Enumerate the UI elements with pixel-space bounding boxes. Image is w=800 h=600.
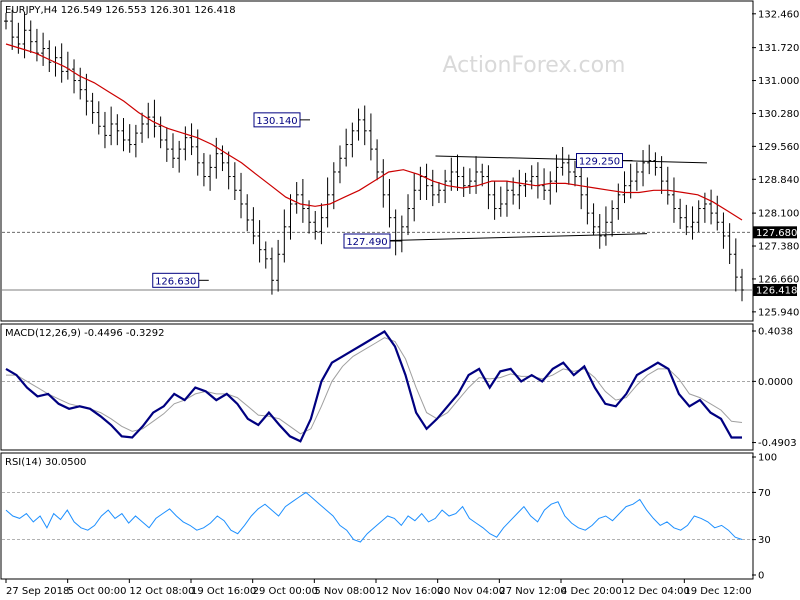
x-tick-label: 5 Oct 00:00: [68, 586, 127, 597]
rsi-panel: RSI(14) 30.0500 100 70 30 0: [0, 452, 777, 582]
x-tick-label: 12 Nov 16:00: [376, 586, 443, 597]
price-title: EURJPY,H4 126.549 126.553 126.301 126.41…: [5, 5, 236, 16]
rsi-y-tick-label: 30: [758, 535, 771, 546]
price-annotation: 127.490: [343, 233, 400, 249]
price-y-tick-label: 125.940: [758, 307, 799, 318]
price-level-tag: [753, 284, 797, 297]
price-y-tick-label: 128.100: [758, 209, 799, 220]
macd-y-axis: 0.4038 0.0000 -0.4903: [2, 327, 797, 449]
price-level-label: 127.680: [756, 228, 797, 239]
macd-title: MACD(12,26,9) -0.4496 -0.3292: [5, 328, 165, 339]
price-y-tick-label: 131.720: [758, 43, 799, 54]
x-tick-label: 19 Dec 12:00: [684, 586, 751, 597]
price-annotations: 130.140 127.490 126.630 129.250: [152, 112, 633, 288]
macd-y-tick-label: -0.4903: [758, 438, 797, 449]
price-annotation: 126.630: [152, 272, 209, 288]
x-tick-label: 20 Nov 04:00: [438, 586, 505, 597]
rsi-y-axis: 100 70 30 0: [2, 453, 777, 582]
price-y-tick-label: 126.660: [758, 274, 799, 285]
watermark: ActionForex.com: [443, 53, 626, 78]
x-tick-label: 29 Oct 00:00: [253, 586, 318, 597]
rsi-panel-frame: [0, 452, 754, 580]
macd-panel: MACD(12,26,9) -0.4496 -0.3292 0.4038 0.00…: [0, 323, 797, 451]
price-y-tick-label: 132.460: [758, 9, 799, 20]
x-tick-label: 19 Oct 16:00: [191, 586, 256, 597]
price-annotation: 130.140: [253, 112, 310, 128]
rsi-title: RSI(14) 30.0500: [5, 457, 86, 468]
price-y-tick-label: 127.380: [758, 242, 799, 253]
x-tick-label: 27 Nov 12:00: [499, 586, 566, 597]
price-annotation-label: 127.490: [346, 237, 387, 248]
x-tick-label: 12 Oct 08:00: [129, 586, 194, 597]
trendline: [390, 233, 648, 242]
price-y-tick-label: 130.280: [758, 109, 799, 120]
macd-line: [5, 330, 742, 443]
price-level-label: 126.418: [756, 286, 797, 297]
price-level-tag: [753, 226, 797, 239]
price-y-tick-label: 128.840: [758, 175, 799, 186]
macd-y-tick-label: 0.4038: [758, 327, 793, 338]
price-annotation-label: 129.250: [579, 157, 620, 168]
x-tick-label: 4 Dec 20:00: [561, 586, 622, 597]
rsi-y-tick-label: 70: [758, 488, 771, 499]
price-bars: [4, 9, 744, 302]
price-y-tick-label: 129.560: [758, 142, 799, 153]
price-annotation-label: 130.140: [256, 116, 297, 127]
x-tick-label: 12 Dec 04:00: [623, 586, 690, 597]
price-y-tick-label: 131.000: [758, 76, 799, 87]
x-tick-label: 5 Nov 08:00: [314, 586, 375, 597]
price-levels: 127.680 126.418: [2, 226, 797, 297]
price-y-axis: 132.460 131.720 131.000 130.280 129.560 128.8…: [752, 9, 799, 318]
rsi-y-tick-label: 100: [758, 453, 777, 464]
price-annotation-label: 126.630: [155, 276, 196, 287]
moving-average-line: [5, 43, 743, 221]
x-tick-label: 27 Sep 2018: [6, 586, 69, 597]
macd-signal-line: [6, 337, 743, 435]
price-panel: EURJPY,H4 126.549 126.553 126.301 126.41…: [0, 0, 799, 322]
macd-panel-frame: [0, 323, 754, 451]
price-annotation: 129.250: [576, 153, 633, 169]
rsi-y-tick-label: 0: [758, 571, 764, 582]
rsi-line: [5, 491, 743, 543]
macd-y-tick-label: 0.0000: [758, 377, 793, 388]
